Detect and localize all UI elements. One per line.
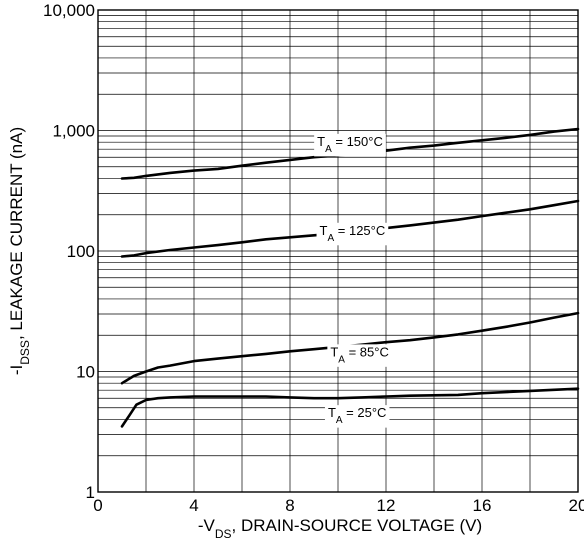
series-label-text: TA = 25°C bbox=[328, 405, 387, 426]
series-label-background bbox=[327, 344, 392, 367]
x-tick-label: 8 bbox=[285, 496, 294, 515]
series-label: TA = 25°C bbox=[324, 405, 390, 428]
series-labels: TA = 150°C TA = 125°C TA = 85°C TA = 25°C bbox=[314, 133, 392, 428]
y-tick-label: 10,000 bbox=[43, 1, 95, 20]
series-label: TA = 125°C bbox=[316, 222, 389, 246]
series-line bbox=[120, 311, 580, 385]
series-label-text: TA = 150°C bbox=[317, 134, 383, 155]
series-label: TA = 150°C bbox=[314, 133, 386, 157]
x-tick-label: 12 bbox=[377, 496, 396, 515]
x-tick-label: 4 bbox=[189, 496, 198, 515]
tick-labels: 0 4 8 12 16 20 1 10 100 1,000 10,000 bbox=[43, 1, 584, 515]
series-label-background bbox=[324, 405, 390, 428]
series-label-text: TA = 85°C bbox=[330, 344, 389, 365]
x-tick-label: 0 bbox=[93, 496, 102, 515]
series-label: TA = 85°C bbox=[327, 344, 392, 367]
series-label-background bbox=[316, 222, 389, 246]
y-tick-label: 10 bbox=[76, 363, 95, 382]
y-tick-label: 1 bbox=[86, 483, 95, 502]
series-line bbox=[120, 387, 580, 428]
series-label-background bbox=[314, 133, 386, 157]
y-tick-label: 1,000 bbox=[52, 122, 95, 141]
plot-frame bbox=[97, 9, 579, 493]
y-axis-title: -IDSS, LEAKAGE CURRENT (nA) bbox=[7, 127, 32, 375]
x-tick-label: 16 bbox=[473, 496, 492, 515]
series-label-text: TA = 125°C bbox=[320, 223, 386, 244]
x-axis-title: -VDS, DRAIN-SOURCE VOLTAGE (V) bbox=[198, 516, 482, 540]
y-tick-label: 100 bbox=[67, 242, 95, 261]
x-tick-label: 20 bbox=[569, 496, 584, 515]
